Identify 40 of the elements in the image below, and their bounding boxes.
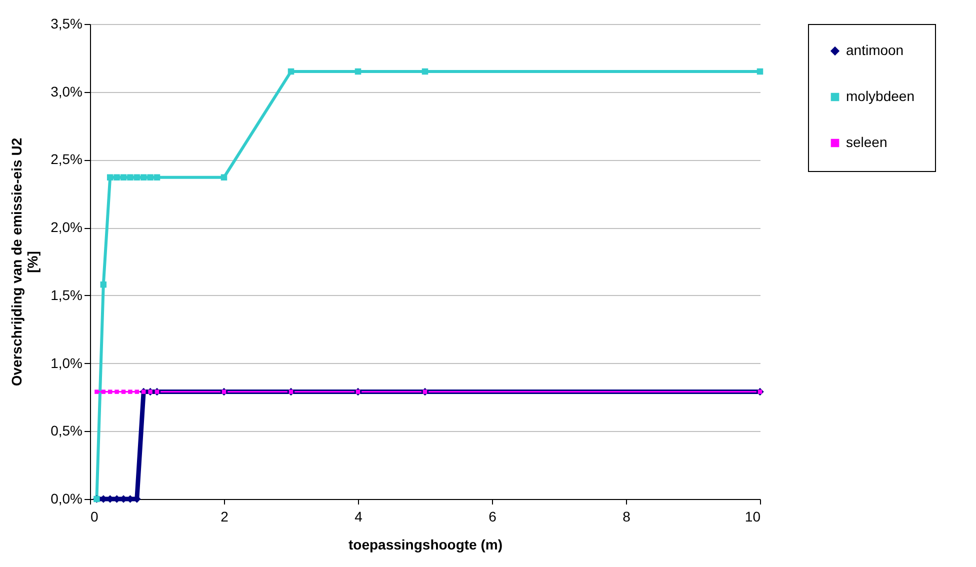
point bbox=[100, 281, 107, 288]
point bbox=[127, 174, 134, 180]
x-tick-label: 6 bbox=[488, 508, 497, 524]
point bbox=[108, 390, 112, 394]
point bbox=[134, 390, 140, 394]
x-tick-label: 2 bbox=[220, 508, 229, 524]
x-tick-label: 8 bbox=[622, 508, 631, 524]
y-tick-label: 2,0% bbox=[50, 219, 82, 236]
y-tick-label: 0,0% bbox=[50, 490, 82, 506]
point bbox=[128, 390, 132, 394]
x-axis-title: toepassingshoogte (m) bbox=[348, 536, 503, 552]
x-tick-label: 4 bbox=[354, 508, 363, 524]
point bbox=[756, 68, 764, 75]
point bbox=[288, 68, 294, 75]
y-tick-label: 0,5% bbox=[50, 422, 82, 439]
point bbox=[94, 390, 99, 394]
point bbox=[114, 390, 119, 394]
y-axis-title: Overschrijding van de emissie-eis U2 [%] bbox=[8, 138, 41, 386]
y-tick-label: 3,5% bbox=[50, 16, 82, 32]
point bbox=[147, 174, 154, 180]
legend-label: seleen bbox=[846, 134, 888, 150]
point bbox=[106, 174, 114, 180]
point bbox=[220, 174, 228, 180]
point bbox=[114, 174, 120, 180]
point bbox=[354, 68, 362, 75]
y-tick-label: 1,0% bbox=[50, 354, 82, 371]
y-tick-label: 1,5% bbox=[50, 286, 82, 303]
point bbox=[154, 174, 160, 180]
x-tick-label: 10 bbox=[744, 508, 761, 524]
point bbox=[134, 174, 140, 180]
point bbox=[422, 68, 428, 75]
y-tick-label: 2,5% bbox=[50, 151, 82, 168]
point bbox=[121, 390, 126, 394]
legend-label: molybdeen bbox=[846, 88, 914, 104]
x-tick-label: 0 bbox=[90, 508, 98, 524]
point bbox=[120, 174, 127, 180]
point bbox=[140, 174, 147, 180]
y-tick-label: 3,0% bbox=[50, 83, 82, 100]
point bbox=[101, 390, 106, 394]
legend-label: antimoon bbox=[846, 42, 904, 58]
